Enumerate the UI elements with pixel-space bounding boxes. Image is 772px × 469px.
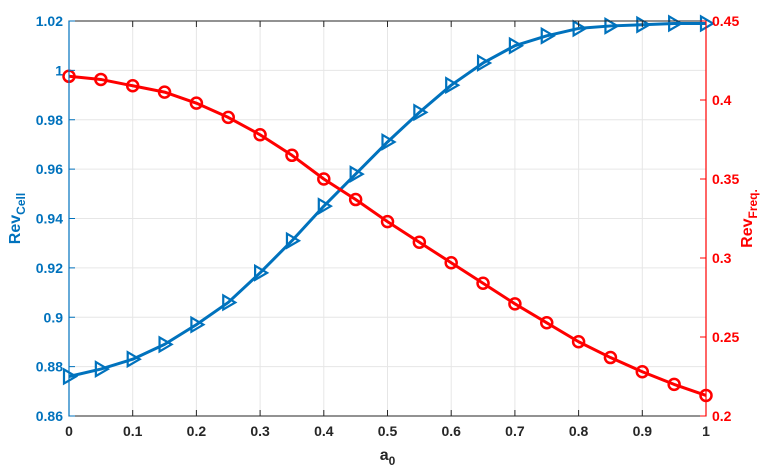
y-left-axis-label: RevCell bbox=[7, 193, 28, 244]
y-right-tick-label: 0.2 bbox=[712, 408, 732, 424]
x-tick-label: 0.6 bbox=[441, 423, 461, 439]
data-point-circle bbox=[94, 72, 108, 87]
plot-series bbox=[62, 14, 716, 403]
data-point-circle bbox=[253, 128, 267, 142]
data-point-triangle bbox=[668, 14, 684, 33]
data-point-triangle bbox=[126, 350, 142, 369]
data-point-circle bbox=[317, 172, 331, 186]
data-point-circle bbox=[508, 297, 522, 311]
data-point-triangle bbox=[158, 335, 174, 354]
data-point-circle bbox=[125, 79, 140, 93]
x-tick-label: 0.9 bbox=[633, 423, 653, 439]
data-point-triangle bbox=[285, 231, 302, 250]
data-point-circle bbox=[380, 214, 395, 229]
x-tick-label: 0.1 bbox=[123, 423, 143, 439]
x-axis-label: a0 bbox=[380, 447, 396, 468]
axis-labels: a0 RevCell RevFreq. bbox=[7, 189, 760, 468]
data-point-circle bbox=[348, 192, 363, 207]
data-point-circle bbox=[476, 276, 490, 291]
data-point-circle bbox=[285, 148, 299, 163]
y-right-tick-label: 0.35 bbox=[712, 171, 739, 187]
data-point-triangle bbox=[222, 293, 238, 312]
series-line-left bbox=[68, 21, 706, 378]
data-point-triangle bbox=[349, 165, 365, 183]
data-point-triangle bbox=[572, 19, 588, 38]
data-point-triangle bbox=[254, 263, 270, 282]
y-right-tick-label: 0.3 bbox=[712, 250, 732, 266]
data-point-triangle bbox=[190, 315, 206, 334]
series-left-axis bbox=[62, 14, 716, 386]
x-tick-label: 0.2 bbox=[187, 423, 207, 439]
y-right-tick-label: 0.45 bbox=[712, 13, 739, 29]
x-tick-label: 0.8 bbox=[569, 423, 589, 439]
data-point-circle bbox=[444, 255, 458, 270]
data-point-triangle bbox=[699, 14, 716, 33]
data-point-circle bbox=[540, 316, 554, 330]
y-right-tick-label: 0.4 bbox=[712, 92, 732, 108]
y-left-axis-label-sub: Cell bbox=[14, 193, 28, 215]
y-left-tick-label: 1.02 bbox=[36, 13, 63, 29]
y-left-tick-label: 0.92 bbox=[36, 260, 63, 276]
data-point-circle bbox=[157, 85, 172, 99]
x-tick-label: 0.4 bbox=[314, 423, 334, 439]
x-tick-label: 0 bbox=[65, 423, 73, 439]
data-point-triangle bbox=[604, 17, 620, 35]
y-left-tick-label: 0.9 bbox=[44, 309, 64, 325]
data-point-circle bbox=[221, 110, 235, 125]
data-point-triangle bbox=[476, 54, 493, 72]
data-point-triangle bbox=[62, 367, 79, 386]
y-left-axis-label-base: Rev bbox=[7, 215, 24, 244]
data-point-triangle bbox=[413, 103, 429, 122]
y-left-tick-label: 0.98 bbox=[36, 112, 63, 128]
x-tick-label: 0.5 bbox=[378, 423, 398, 439]
data-point-triangle bbox=[508, 36, 525, 55]
x-tick-label: 1 bbox=[702, 423, 710, 439]
data-point-circle bbox=[635, 365, 650, 379]
data-point-circle bbox=[603, 350, 618, 365]
series-right-axis bbox=[62, 69, 713, 403]
x-tick-label: 0.7 bbox=[505, 423, 525, 439]
data-point-triangle bbox=[445, 76, 461, 95]
data-point-circle bbox=[189, 96, 204, 110]
data-point-circle bbox=[667, 377, 681, 392]
series-line-right bbox=[68, 74, 707, 397]
x-tick-label: 0.3 bbox=[250, 423, 270, 439]
data-point-triangle bbox=[540, 26, 556, 45]
y-left-tick-label: 0.94 bbox=[36, 211, 63, 227]
x-axis-label-base: a bbox=[380, 447, 389, 464]
y-right-tick-label: 0.25 bbox=[712, 329, 739, 345]
data-point-triangle bbox=[381, 133, 397, 151]
y-right-axis-label-base: Rev bbox=[739, 218, 756, 247]
y-left-tick-label: 0.86 bbox=[36, 408, 63, 424]
axis-ticks: 0 0.1 0.2 0.3 0.4 0.5 0.6 0.7 0.8 0.9 1 0.86 0.88 0.9… bbox=[36, 13, 740, 439]
y-left-tick-label: 0.88 bbox=[36, 359, 63, 375]
data-point-triangle bbox=[94, 360, 111, 379]
y-left-tick-label: 0.96 bbox=[36, 161, 63, 177]
data-point-triangle bbox=[317, 197, 333, 216]
data-point-circle bbox=[412, 235, 427, 249]
y-right-axis-label: RevFreq. bbox=[739, 189, 760, 248]
x-axis-label-sub: 0 bbox=[389, 454, 396, 468]
y-right-axis-label-sub: Freq. bbox=[746, 189, 760, 218]
data-point-circle bbox=[571, 334, 586, 349]
y-left-tick-label: 1 bbox=[55, 62, 63, 78]
